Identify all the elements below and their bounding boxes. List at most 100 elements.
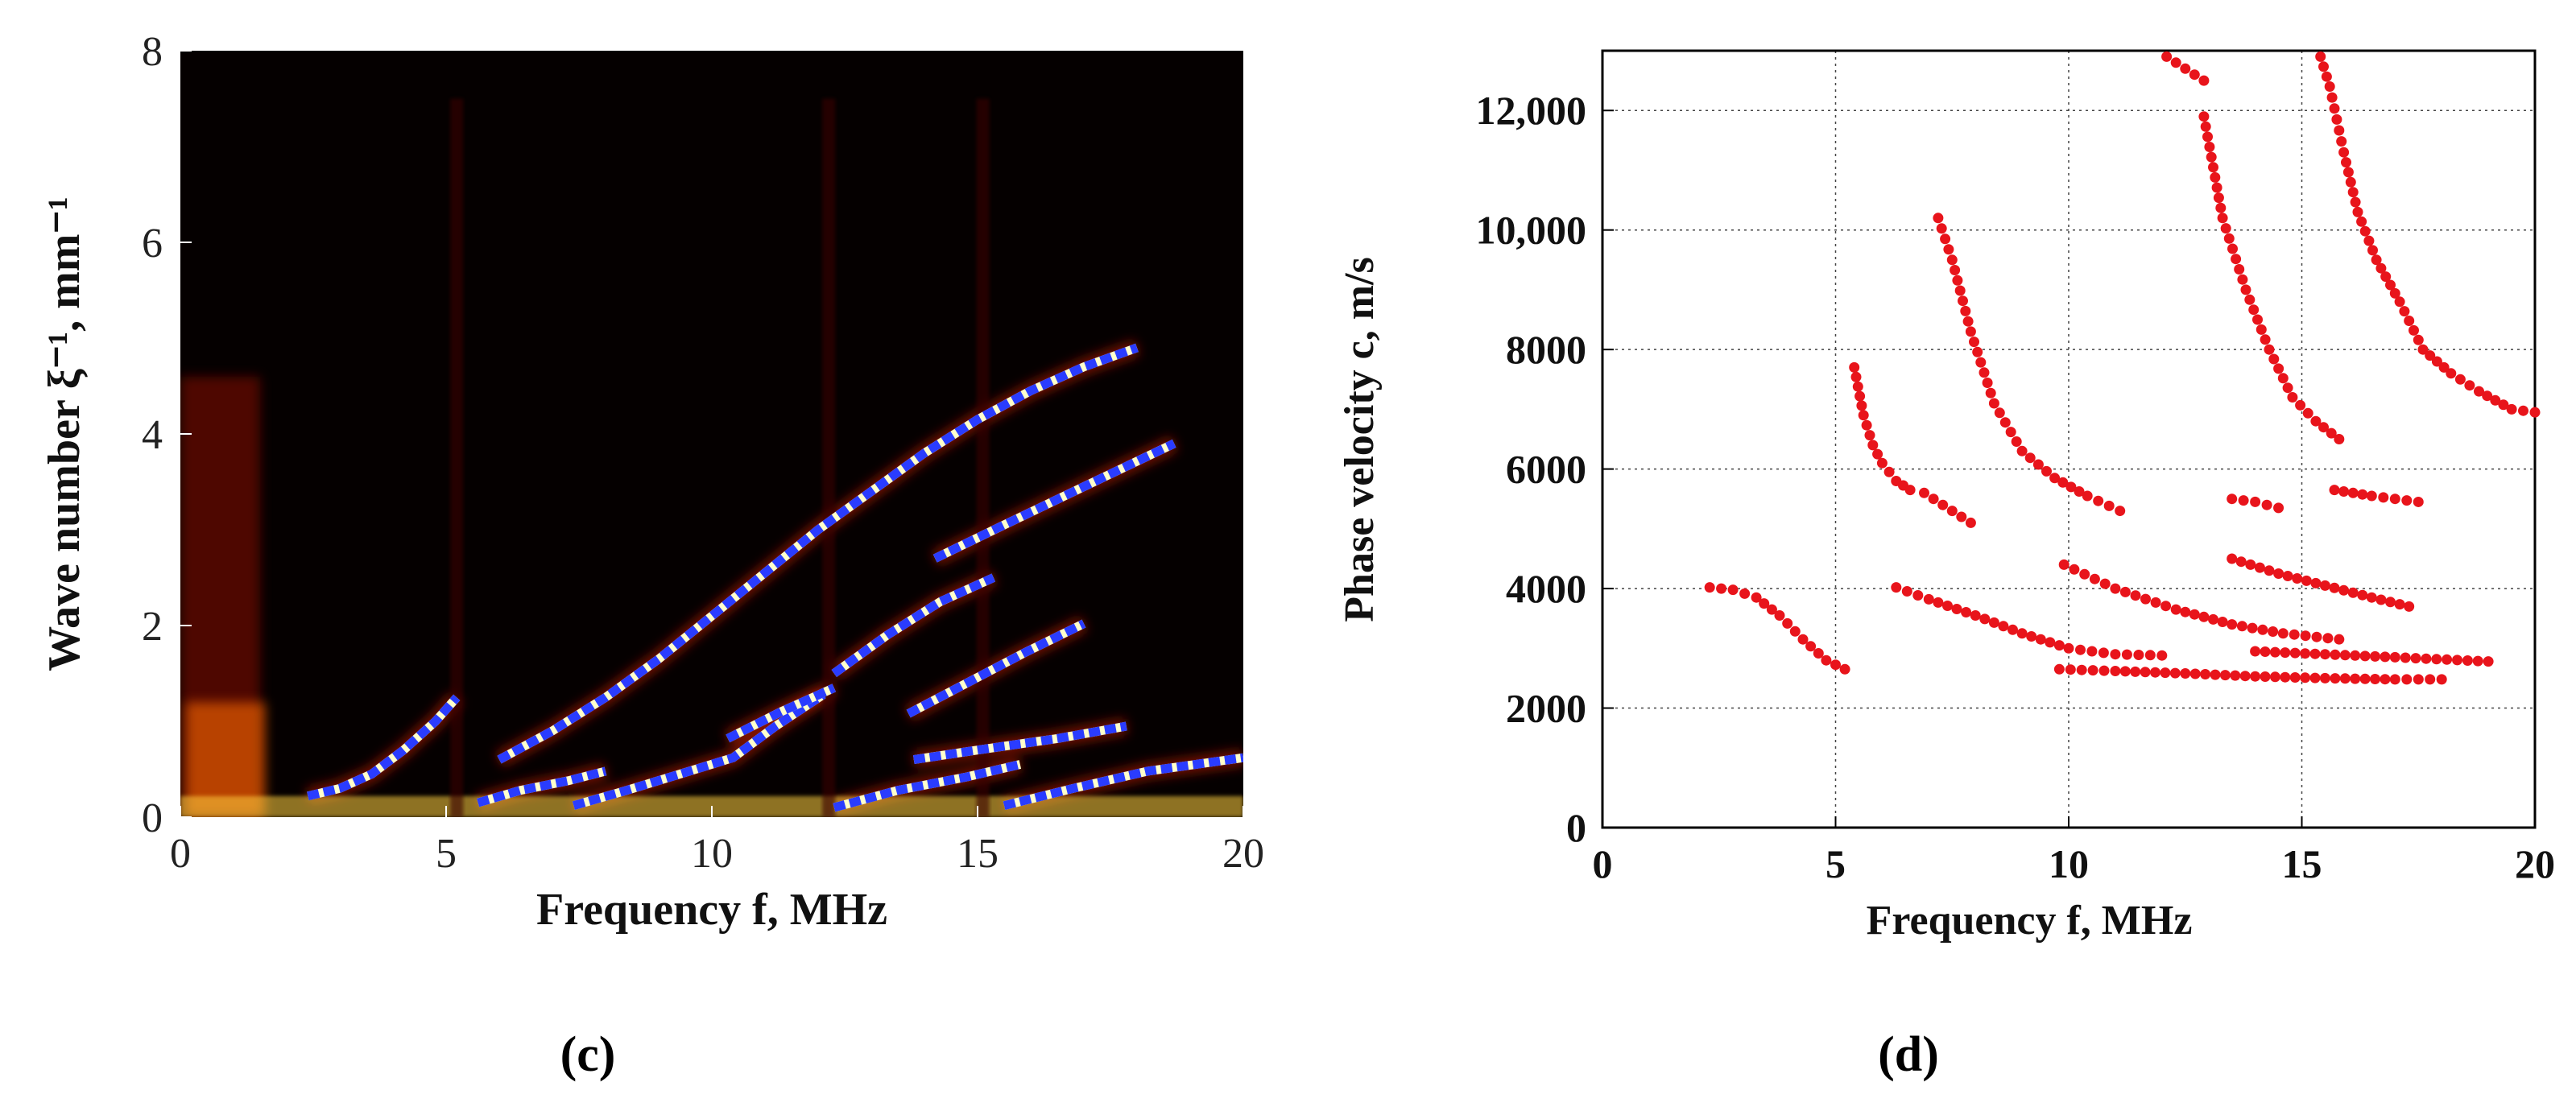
scatter-point [2385,597,2396,608]
panel-d-x-tick-label: 15 [2282,841,2322,886]
scatter-point [1969,337,1979,348]
scatter-point [2264,565,2275,576]
scatter-point [2413,496,2424,507]
scatter-point [2089,573,2100,584]
scatter-point [2330,673,2341,684]
scatter-point [2180,63,2191,74]
scatter-point [2287,392,2298,403]
scatter-point [2058,559,2069,570]
scatter-point [1919,487,1929,498]
scatter-series-branch-1 [1704,582,1850,675]
scatter-point [2301,575,2312,586]
scatter-point [2292,573,2303,584]
scatter-point [2367,245,2378,256]
scatter-point [2244,294,2256,305]
scatter-point [2347,487,2359,498]
scatter-point [2210,171,2221,183]
scatter-point [2370,650,2380,662]
scatter-point [2315,51,2326,62]
scatter-point [2394,599,2405,610]
scatter-point [1999,417,2011,428]
scatter-point [2338,147,2350,158]
scatter-point [2156,650,2168,661]
scatter-point [2326,427,2337,439]
scatter-point [2268,626,2279,637]
scatter-point [1965,326,1976,337]
scatter-point [1774,610,1785,621]
scatter-point [2452,655,2462,666]
scatter-point [2472,655,2483,667]
panel-d-y-axis-label: Phase velocity c, m/s [1337,257,1383,622]
panel-c-y-tick-label: 4 [142,412,163,458]
scatter-point [2210,669,2221,680]
scatter-point [2035,634,2046,645]
scatter-point [2202,131,2213,142]
scatter-point [1849,361,1860,373]
scatter-point [2250,646,2261,657]
panel-d-label: (d) [1878,1027,1939,1082]
scatter-point [2169,667,2181,679]
panel-c-y-tick-label: 0 [142,795,163,841]
panel-c-y-tick-label: 8 [142,29,163,75]
scatter-point [2334,125,2345,136]
panel-c-x-tick-label: 10 [691,831,733,877]
scatter-point [2277,628,2289,639]
scatter-point [2329,582,2340,593]
scatter-point [1998,621,2009,632]
panel-c-label: (c) [560,1027,616,1082]
scatter-point [2366,490,2377,502]
scatter-point [1982,378,1993,388]
mode-overlay-mode-7 [932,439,1176,563]
scatter-point [2110,583,2121,594]
scatter-point [2065,664,2076,675]
scatter-point [2235,556,2247,568]
scatter-point [2268,353,2280,365]
mode-overlay-mode-3 [497,343,1139,764]
scatter-point [2150,667,2160,678]
scatter-point [2417,344,2429,355]
scatter-point [2490,394,2501,406]
scatter-point [2110,649,2121,660]
panel-d-ticks: 0 5 10 15 20 0 2000 4000 6000 8000 10,000 12,000 [1476,88,2556,886]
scatter-point [1856,400,1867,411]
scatter-point [2310,415,2322,427]
scatter-point [1972,346,1983,357]
panel-c-x-tick-label: 15 [957,831,999,877]
scatter-point [2357,489,2368,500]
scatter-point [2342,167,2354,178]
scatter-point [1876,457,1888,469]
scatter-series-branch-8 [2198,111,2345,444]
panel-d-y-tick-label: 2000 [1506,686,1586,731]
panel-c: 0 5 10 15 20 0 2 4 6 8 Frequency f, MHz Wave numb… [39,29,1264,1082]
scatter-point [2289,647,2301,659]
scatter-point [2079,568,2090,580]
scatter-point [2247,622,2258,634]
scatter-point [2180,668,2191,679]
scatter-point [1901,586,1912,597]
scatter-point [2352,206,2363,217]
scatter-point [2133,650,2144,660]
scatter-point [2227,243,2238,254]
scatter-point [2011,436,2022,447]
scatter-point [2223,233,2235,244]
scatter-point [1946,506,1958,517]
scatter-point [2082,490,2093,502]
scatter-point [2380,271,2392,283]
scatter-point [2295,399,2306,411]
scatter-point [2359,650,2371,662]
panel-d-x-tick-label: 5 [1826,841,1846,886]
scatter-point [2389,287,2400,299]
scatter-point [1965,517,1976,528]
scatter-series-branch-12 [2315,51,2541,418]
scatter-point [2401,674,2413,685]
scatter-point [2318,61,2329,72]
scatter-point [2380,674,2391,685]
scatter-series-branch-6 [2058,559,2345,645]
scatter-point [2280,671,2291,683]
scatter-point [2208,162,2218,173]
scatter-point [2357,589,2368,601]
panel-c-x-tick-label: 5 [436,831,457,877]
scatter-series-branch-13 [2329,485,2424,507]
scatter-point [2239,671,2251,682]
scatter-point [2334,434,2345,444]
